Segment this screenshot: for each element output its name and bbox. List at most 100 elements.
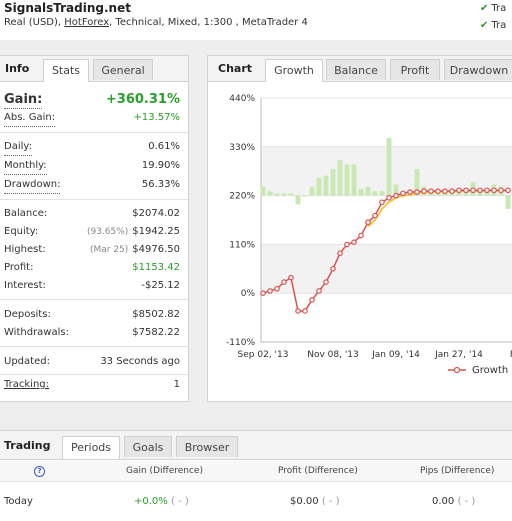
verification-checks: ✔ Tra ✔ Tra xyxy=(480,0,506,34)
check-row: ✔ Tra xyxy=(480,0,506,17)
profit-value: $1153.42 xyxy=(132,262,180,273)
highest-row: Highest: (Mar 25) $4976.50 xyxy=(4,242,180,258)
period-profit: $0.00 xyxy=(290,496,319,507)
chart-bar xyxy=(358,188,364,196)
info-title: Info xyxy=(5,62,30,75)
period-label: Today xyxy=(4,496,33,507)
y-tick-label: 220% xyxy=(229,192,255,202)
abs-gain-label[interactable]: Abs. Gain: xyxy=(4,110,56,127)
updated-row: Updated: 33 Seconds ago xyxy=(4,354,180,370)
period-gain-diff: ( - ) xyxy=(170,496,189,507)
chart-bar xyxy=(337,160,343,196)
period-pips-diff: ( - ) xyxy=(457,496,476,507)
growth-point xyxy=(323,279,329,285)
tab-browser[interactable]: Browser xyxy=(176,436,238,457)
growth-point xyxy=(393,192,399,199)
tab-profit[interactable]: Profit xyxy=(390,59,440,80)
chart-bar xyxy=(281,193,287,196)
growth-point xyxy=(295,308,301,314)
abs-gain-value: +13.57% xyxy=(133,112,180,123)
account-prefix: Real (USD), xyxy=(4,17,65,28)
col-profit: Profit (Difference) xyxy=(278,466,358,476)
legend-label: Growth xyxy=(472,365,508,376)
tab-balance[interactable]: Balance xyxy=(326,59,386,80)
tab-general[interactable]: General xyxy=(93,59,153,80)
help-icon[interactable]: ? xyxy=(34,461,45,481)
highest-value: $4976.50 xyxy=(132,244,180,255)
info-tabbar: Info Stats General xyxy=(0,56,188,82)
tab-stats[interactable]: Stats xyxy=(43,59,89,82)
growth-point xyxy=(358,232,364,239)
gain-label[interactable]: Gain: xyxy=(4,92,43,109)
tab-growth[interactable]: Growth xyxy=(265,59,323,82)
tab-drawdown[interactable]: Drawdown xyxy=(444,59,512,80)
checkmark-icon: ✔ xyxy=(480,20,489,31)
tab-goals[interactable]: Goals xyxy=(124,436,172,457)
growth-point xyxy=(365,219,371,226)
chart-bar xyxy=(260,186,266,196)
check-label: Tra xyxy=(491,3,507,14)
pips-cell: 0.00 ( - ) xyxy=(432,491,475,513)
periods-table-header: ? Gain (Difference) Profit (Difference) … xyxy=(0,461,512,482)
chart-bar xyxy=(344,164,350,196)
equity-value: $1942.25 xyxy=(132,226,180,237)
chart-band xyxy=(261,293,512,342)
broker-link[interactable]: HotForex xyxy=(64,17,110,28)
divider xyxy=(0,132,188,133)
chart-title: Chart xyxy=(218,62,253,75)
withdrawals-value: $7582.22 xyxy=(132,327,180,338)
chart-bar xyxy=(274,193,280,196)
chart-bar xyxy=(393,184,399,196)
table-row: Today +0.0% ( - ) $0.00 ( - ) 0.00 ( - ) xyxy=(0,491,512,513)
chart-bar xyxy=(477,191,483,196)
deposits-label: Deposits: xyxy=(4,309,51,320)
profit-cell: $0.00 ( - ) xyxy=(290,491,340,513)
gain-row: Gain: +360.31% xyxy=(4,92,180,109)
chart-bar xyxy=(386,137,392,196)
chart-bar xyxy=(295,195,301,205)
y-tick-label: 0% xyxy=(241,289,256,299)
chart-bar xyxy=(463,191,469,196)
highest-label: Highest: xyxy=(4,244,46,255)
profit-label: Profit: xyxy=(4,262,34,273)
divider xyxy=(0,199,188,200)
drawdown-value: 56.33% xyxy=(141,179,180,190)
period-profit-diff: ( - ) xyxy=(321,496,340,507)
growth-point xyxy=(330,266,336,272)
account-suffix: , Technical, Mixed, 1:300 , MetaTrader 4 xyxy=(109,17,308,28)
deposits-row: Deposits: $8502.82 xyxy=(4,307,180,323)
growth-point xyxy=(372,212,378,219)
interest-row: Interest: -$25.12 xyxy=(4,278,180,294)
chart-bar xyxy=(309,186,315,196)
chart-bar xyxy=(372,191,378,196)
equity-label: Equity: xyxy=(4,226,39,237)
x-tick-label: Jan 09, '14 xyxy=(371,350,420,360)
drawdown-row: Drawdown: 56.33% xyxy=(4,177,180,194)
legend-marker xyxy=(453,366,461,374)
monthly-label[interactable]: Monthly: xyxy=(4,158,47,175)
growth-point xyxy=(505,187,511,194)
y-tick-label: 440% xyxy=(229,94,255,104)
daily-row: Daily: 0.61% xyxy=(4,139,180,156)
growth-point xyxy=(316,288,322,294)
tab-periods[interactable]: Periods xyxy=(62,436,120,459)
growth-point xyxy=(379,199,385,206)
chart-bar xyxy=(484,191,490,196)
y-tick-label: 330% xyxy=(229,143,255,153)
chart-bar xyxy=(414,168,420,196)
monthly-row: Monthly: 19.90% xyxy=(4,158,180,175)
chart-bar xyxy=(351,164,357,196)
period-pips: 0.00 xyxy=(432,496,455,507)
balance-value: $2074.02 xyxy=(132,208,180,219)
growth-point xyxy=(414,189,420,195)
growth-point xyxy=(435,188,441,194)
chart-bar xyxy=(316,177,322,196)
daily-label[interactable]: Daily: xyxy=(4,139,32,156)
gain-value: +360.31% xyxy=(105,92,180,107)
tracking-value: 1 xyxy=(173,379,180,390)
growth-point xyxy=(309,297,315,303)
tracking-link[interactable]: Tracking: xyxy=(4,379,49,390)
check-label: Tra xyxy=(491,20,507,31)
growth-point xyxy=(449,188,455,194)
drawdown-label[interactable]: Drawdown: xyxy=(4,177,61,194)
